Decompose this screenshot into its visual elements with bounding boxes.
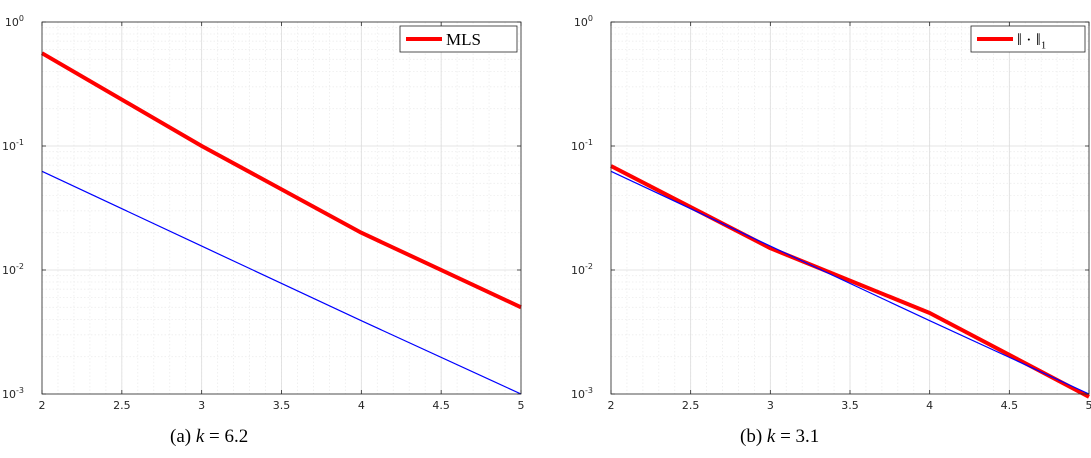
- legend: ‖ · ‖₁: [970, 25, 1086, 53]
- x-tick-label: 3.5: [841, 399, 859, 412]
- y-tick-label: 10-1: [571, 138, 593, 153]
- grid: [41, 21, 522, 395]
- reference-line: [41, 170, 522, 395]
- chart-panel-2: 2 2.5 3 3.5 4 4.5 5 100 10-1 10-2 10-3 ‖ · ‖₁ (b) k …: [571, 14, 1091, 447]
- x-tick-label: 2: [608, 399, 615, 412]
- x-tick-label: 4: [358, 399, 365, 412]
- y-tick-label: 10-2: [2, 262, 24, 277]
- y-tick-label: 10-1: [2, 138, 24, 153]
- chart-panel-1: 2 2.5 3 3.5 4 4.5 5 100 10-1 10-2 10-3 MLS (a) k = 6…: [2, 14, 524, 447]
- x-tick-label: 4: [926, 399, 933, 412]
- reference-line: [610, 170, 1090, 395]
- legend-label: MLS: [446, 30, 481, 49]
- x-tick-label: 5: [1086, 399, 1091, 412]
- legend: MLS: [399, 25, 518, 53]
- series-line-1: [610, 164, 1090, 399]
- x-tick-label: 2.5: [682, 399, 700, 412]
- legend-label: ‖ · ‖₁: [1017, 30, 1047, 49]
- x-tick-label: 2.5: [113, 399, 131, 412]
- series-line-1: [40, 51, 522, 310]
- x-tick-label: 3.5: [273, 399, 291, 412]
- y-tick-label: 100: [574, 14, 593, 29]
- y-tick-label: 10-3: [571, 386, 593, 401]
- y-tick-label: 10-2: [571, 262, 593, 277]
- y-tick-label: 10-3: [2, 386, 24, 401]
- panel-caption: (a) k = 6.2: [170, 426, 248, 447]
- x-tick-label: 4.5: [1001, 399, 1019, 412]
- x-tick-label: 5: [518, 399, 525, 412]
- y-tick-label: 100: [5, 14, 24, 29]
- x-tick-label: 4.5: [432, 399, 450, 412]
- panel-caption: (b) k = 3.1: [740, 426, 819, 447]
- x-tick-label: 3: [198, 399, 205, 412]
- x-tick-label: 3: [767, 399, 774, 412]
- x-tick-label: 2: [39, 399, 46, 412]
